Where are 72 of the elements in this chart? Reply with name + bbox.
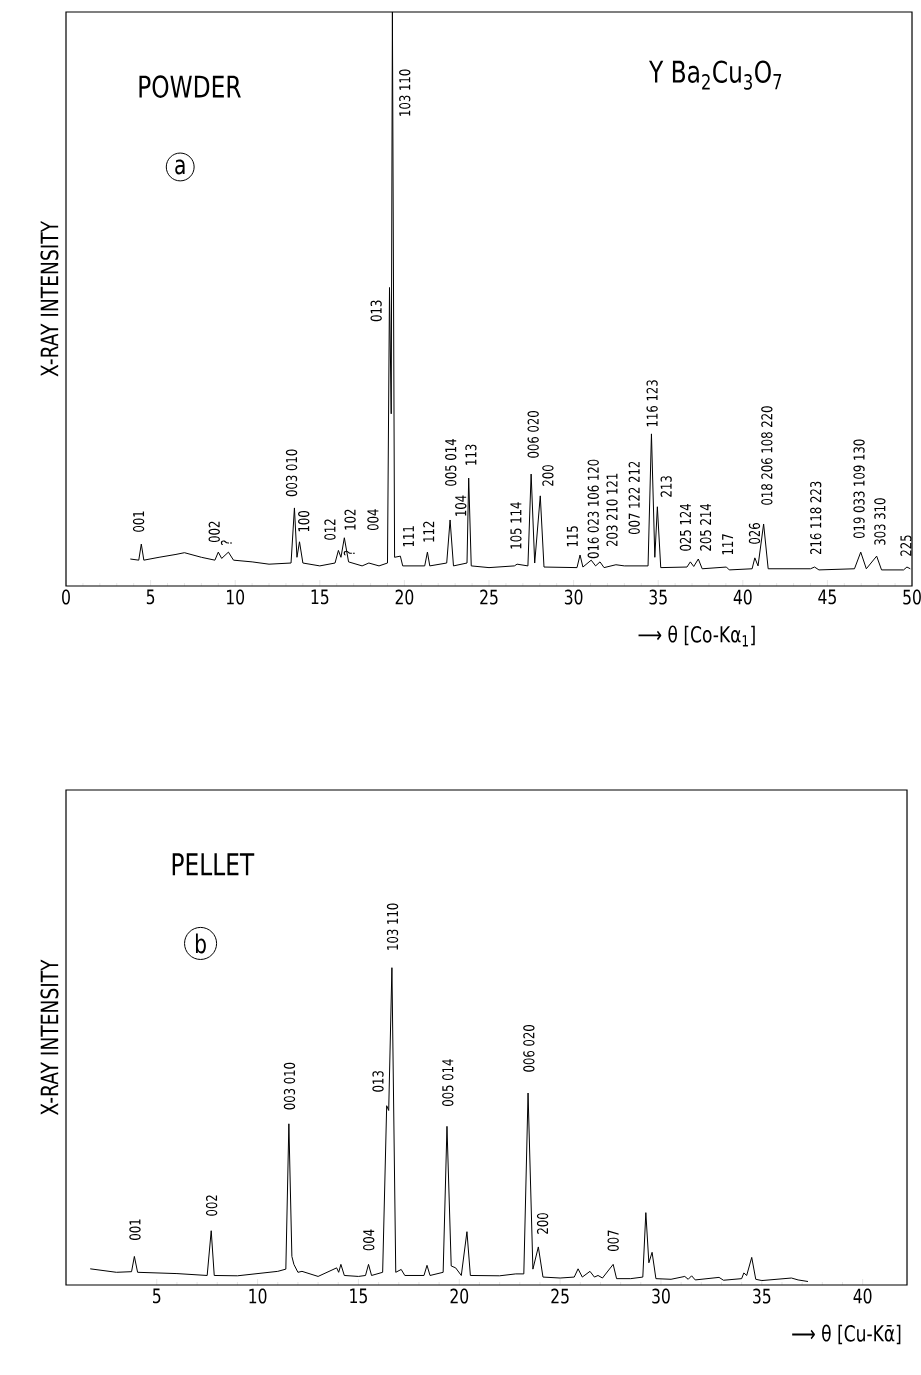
annotation: 104 (455, 495, 467, 516)
annotation: 004 (363, 1229, 375, 1251)
annotation: 019 033 109 130 (853, 439, 865, 539)
annotation: 013 (372, 1071, 384, 1092)
annotation: 111 (403, 526, 414, 547)
x-tick-label: 15 (311, 589, 329, 605)
x-tick-label: 5 (153, 1288, 161, 1304)
annotation: 007 (607, 1230, 619, 1251)
annotation: 112 (423, 521, 435, 542)
annotation: 006 020 (523, 1025, 535, 1072)
x-tick-label: 35 (649, 589, 667, 605)
x-tick-label: 25 (551, 1288, 569, 1304)
annotation: 005 014 (445, 439, 457, 486)
annotation: 105 114 (510, 502, 522, 549)
x-tick-label: 40 (853, 1288, 872, 1304)
annotation: 013 (370, 300, 382, 322)
x-tick-label: 0 (62, 589, 70, 605)
annotation: 103 110 (399, 69, 411, 116)
annotation: 002 (205, 1195, 218, 1216)
x-tick-label: 15 (350, 1288, 367, 1304)
annotation: ? (220, 540, 232, 545)
x-axis-title: ⟶ θ [Cu-Kᾱ] (792, 1324, 901, 1345)
annotation: 026 (748, 523, 761, 544)
annotation: ? (343, 550, 355, 556)
y-axis-title: X-RAY INTENSITY (40, 220, 59, 377)
x-tick-label: 40 (733, 589, 752, 605)
annotation: 200 (542, 465, 554, 486)
annotation: 002 (208, 521, 220, 543)
annotation: 117 (722, 534, 734, 555)
annotation: 006 020 (527, 411, 539, 458)
annotation: 113 (465, 444, 477, 465)
x-tick-label: 20 (395, 589, 414, 605)
x-tick-label: 10 (249, 1288, 267, 1304)
text: POWDER (139, 75, 241, 98)
annotation: 205 214 (699, 503, 712, 551)
x-tick-label: 20 (450, 1288, 469, 1304)
annotation: 007 122 212 (628, 461, 640, 535)
annotation: 103 110 (386, 903, 399, 950)
annotation: 003 010 (285, 449, 298, 497)
annotation: 016 023 106 120 (587, 459, 599, 559)
annotation: 200 (536, 1213, 549, 1234)
x-tick-label: 30 (652, 1288, 670, 1304)
annotation: 001 (132, 511, 145, 532)
annotation: 018 206 108 220 (761, 406, 773, 505)
annotation: Y Ba$_{2}$Cu$_{3}$O$_{7}$ (648, 60, 782, 90)
annotation: 213 (660, 476, 672, 497)
x-tick-label: 35 (753, 1288, 771, 1304)
x-tick-label: 5 (146, 589, 155, 605)
x-tick-label: 50 (903, 589, 921, 605)
annotation: 116 123 (646, 380, 658, 427)
annotation: 102 (344, 509, 356, 530)
annotation: 216 118 223 (810, 481, 822, 555)
annotation: 005 014 (442, 1059, 454, 1106)
annotation: 025 124 (679, 503, 692, 551)
x-tick-label: 25 (480, 589, 498, 605)
annotation: 203 210 121 (606, 473, 618, 547)
annotation: 004 (367, 509, 379, 531)
chart-subtitle: b (195, 933, 206, 954)
annotation: 003 010 (283, 1062, 296, 1110)
x-tick-label: 30 (564, 589, 583, 605)
annotation: 001 (129, 1219, 141, 1240)
annotation: 100 (298, 511, 310, 532)
x-tick-label: 10 (227, 589, 245, 605)
y-axis-title: X-RAY INTENSITY (40, 959, 59, 1115)
annotation: 303 310 (874, 498, 886, 545)
annotation: 225 (900, 535, 912, 556)
x-tick-label: 45 (818, 589, 836, 605)
text: a (175, 159, 185, 175)
annotation: 115 (566, 526, 578, 547)
chart-title: PELLET (172, 853, 255, 876)
x-axis-title: ⟶ θ [Co-Kα$_{1}$] (638, 625, 755, 647)
annotation: 012 (324, 519, 336, 540)
